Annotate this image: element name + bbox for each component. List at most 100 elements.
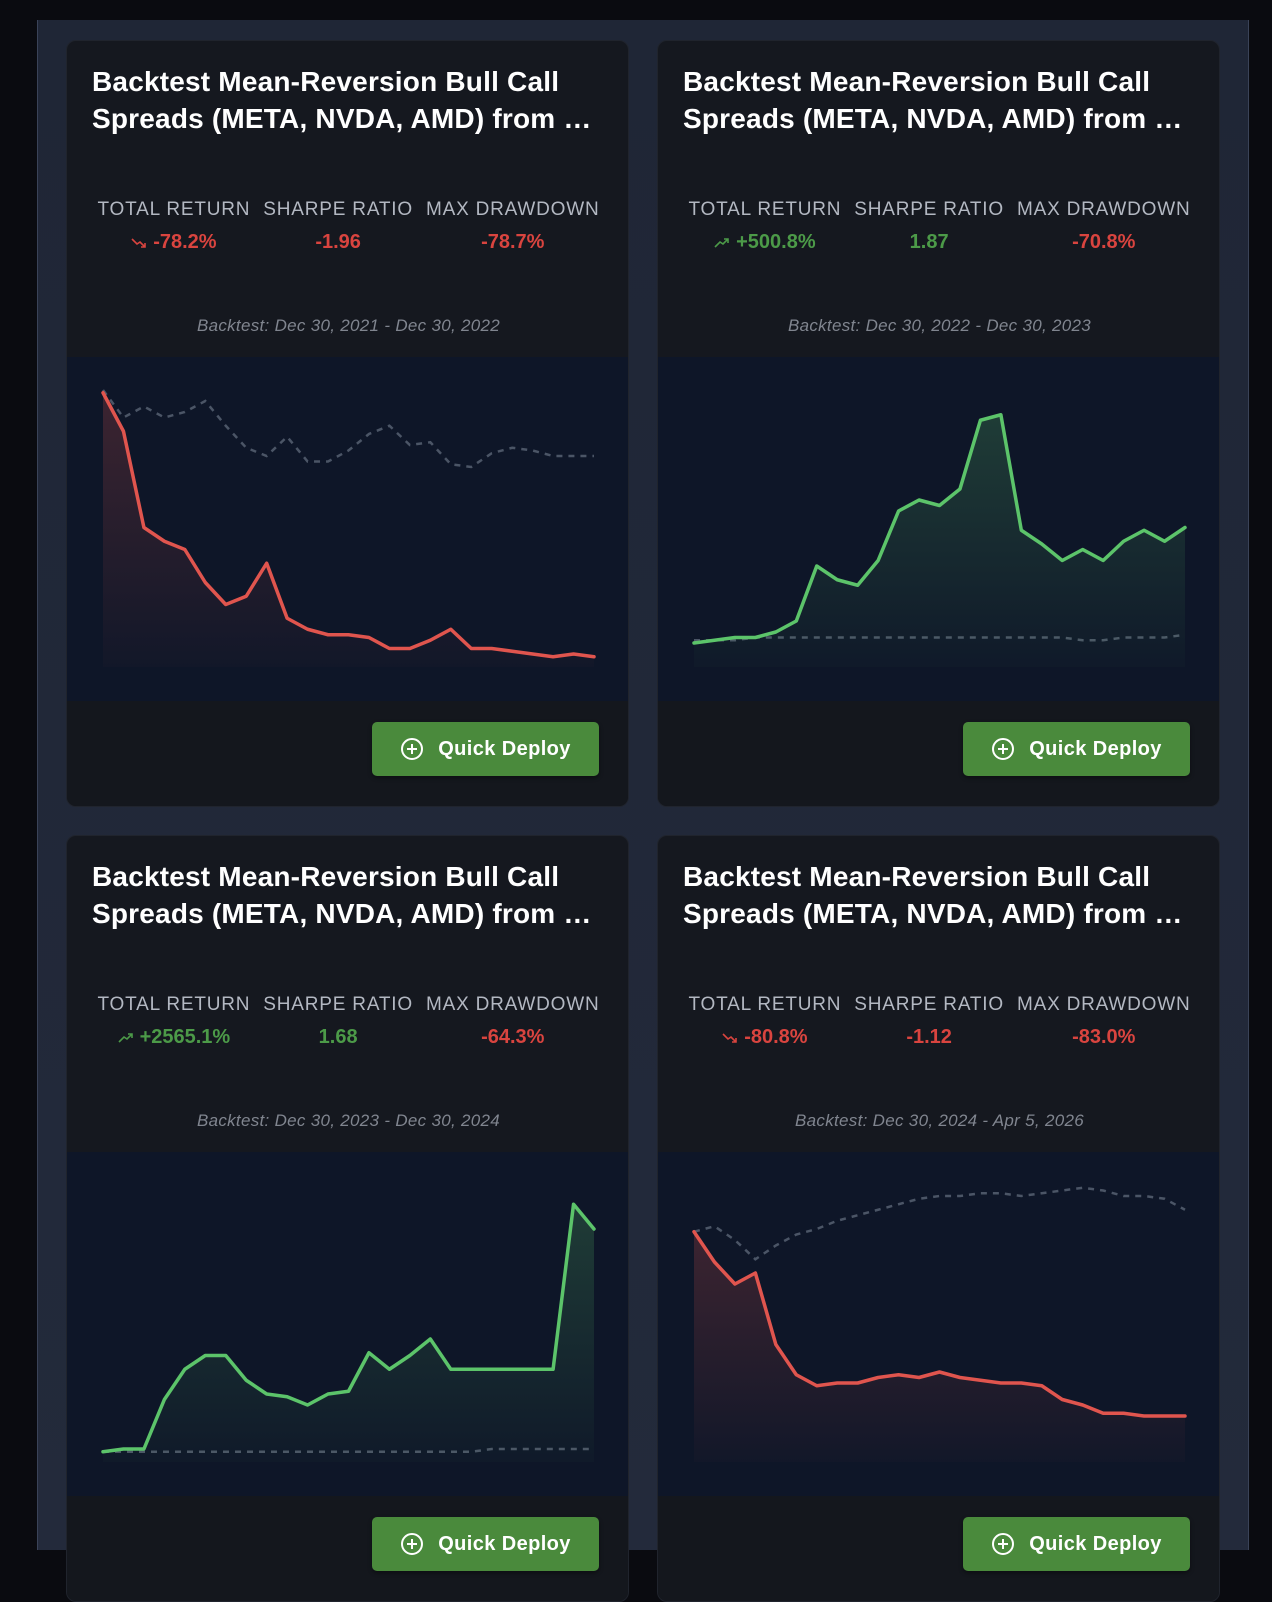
metric-value: -1.12	[854, 1025, 1004, 1049]
metric-value-text: 1.87	[909, 231, 949, 253]
plus-icon	[401, 1533, 424, 1555]
card-title: Backtest Mean-Reversion Bull Call Spread…	[92, 66, 592, 134]
button-label: Quick Deploy	[438, 737, 571, 760]
backtest-range: Backtest: Dec 30, 2024 - Apr 5, 2026	[795, 1111, 1084, 1130]
metric: MAX DRAWDOWN -78.7%	[426, 199, 600, 254]
chart-area	[658, 1152, 1219, 1496]
plus-sign	[998, 1539, 1009, 1549]
strategy-area	[694, 1231, 1185, 1462]
card-footer: Quick Deploy	[67, 1496, 628, 1601]
chart	[101, 389, 596, 667]
metric-value-text: -1.96	[315, 231, 361, 253]
plus-sign	[998, 744, 1009, 754]
metric: TOTAL RETURN -80.8%	[688, 994, 841, 1049]
chart	[692, 413, 1187, 667]
metric: TOTAL RETURN +2565.1%	[97, 994, 250, 1049]
chart-area	[67, 357, 628, 701]
metrics-row: TOTAL RETURN +2565.1% SHARPE RATIO 1.68 MAX …	[67, 994, 628, 1049]
page-frame: Backtest Mean-Reversion Bull Call Spread…	[37, 20, 1249, 1602]
card-footer: Quick Deploy	[658, 701, 1219, 806]
button-label: Quick Deploy	[1029, 1532, 1162, 1555]
metric-value: -1.96	[263, 230, 413, 254]
strategy-area	[103, 1204, 594, 1462]
metric-label: MAX DRAWDOWN	[1016, 199, 1191, 220]
backtest-card: Backtest Mean-Reversion Bull Call Spread…	[657, 40, 1220, 807]
strategy-area	[694, 414, 1185, 667]
metric-label: SHARPE RATIO	[263, 199, 413, 220]
metric: MAX DRAWDOWN -64.3%	[426, 994, 600, 1049]
quick-deploy-button[interactable]: Quick Deploy	[372, 1517, 599, 1571]
metrics-row: TOTAL RETURN -80.8% SHARPE RATIO -1.12 MAX D…	[658, 994, 1219, 1049]
metric-label: SHARPE RATIO	[263, 994, 413, 1015]
card-footer: Quick Deploy	[67, 701, 628, 806]
trend-arrow	[722, 1033, 737, 1043]
strategy-line	[101, 391, 596, 659]
metric-value-text: -78.7%	[481, 231, 545, 253]
metric: MAX DRAWDOWN -83.0%	[1017, 994, 1191, 1049]
card-title: Backtest Mean-Reversion Bull Call Spread…	[683, 861, 1183, 929]
metric-label: MAX DRAWDOWN	[425, 199, 600, 220]
metric-value: -80.8%	[688, 1025, 841, 1049]
plus-circle	[992, 738, 1015, 760]
metric-value-text: -80.8%	[744, 1026, 808, 1048]
card-footer: Quick Deploy	[658, 1496, 1219, 1601]
metric-value-text: 1.68	[318, 1026, 358, 1048]
metric-label: SHARPE RATIO	[854, 199, 1004, 220]
metric: SHARPE RATIO 1.87	[854, 199, 1004, 254]
metric-value-text: -70.8%	[1072, 231, 1136, 253]
plus-icon	[401, 738, 424, 760]
button-label: Quick Deploy	[1029, 737, 1162, 760]
metric: TOTAL RETURN +500.8%	[688, 199, 841, 254]
backtest-range: Backtest: Dec 30, 2022 - Dec 30, 2023	[787, 316, 1092, 335]
button-label: Quick Deploy	[438, 1532, 571, 1555]
benchmark-line	[101, 389, 594, 469]
metric-value: -78.2%	[97, 230, 250, 254]
metric-value-text: -83.0%	[1072, 1026, 1136, 1048]
metric-value: -64.3%	[426, 1025, 600, 1049]
metric: SHARPE RATIO -1.12	[854, 994, 1004, 1049]
plus-icon	[992, 1533, 1015, 1555]
backtest-card: Backtest Mean-Reversion Bull Call Spread…	[657, 835, 1220, 1602]
card-title: Backtest Mean-Reversion Bull Call Spread…	[92, 861, 592, 929]
trend-icon	[117, 1032, 133, 1043]
backtest-range: Backtest: Dec 30, 2021 - Dec 30, 2022	[196, 316, 501, 335]
chart	[692, 1186, 1187, 1462]
quick-deploy-button[interactable]: Quick Deploy	[372, 722, 599, 776]
metric-value-text: +2565.1%	[139, 1026, 231, 1048]
metric-label: TOTAL RETURN	[97, 994, 251, 1015]
metric-label: TOTAL RETURN	[688, 994, 842, 1015]
plus-sign	[407, 1539, 418, 1549]
metrics-row: TOTAL RETURN -78.2% SHARPE RATIO -1.96 MAX D…	[67, 199, 628, 254]
metric-value-text: +500.8%	[736, 231, 816, 253]
metric-value: -83.0%	[1017, 1025, 1191, 1049]
quick-deploy-button[interactable]: Quick Deploy	[963, 722, 1190, 776]
benchmark-line	[693, 1186, 1186, 1261]
metric-value: -78.7%	[426, 230, 600, 254]
metric-value-text: -64.3%	[481, 1026, 545, 1048]
quick-deploy-button[interactable]: Quick Deploy	[963, 1517, 1190, 1571]
metric-value-text: -1.12	[906, 1026, 952, 1048]
backtest-card: Backtest Mean-Reversion Bull Call Spread…	[66, 835, 629, 1602]
metrics-row: TOTAL RETURN +500.8% SHARPE RATIO 1.87 MAX D…	[658, 199, 1219, 254]
trend-arrow	[131, 238, 146, 248]
metric: SHARPE RATIO 1.68	[263, 994, 413, 1049]
card-title: Backtest Mean-Reversion Bull Call Spread…	[683, 66, 1183, 134]
backtest-card: Backtest Mean-Reversion Bull Call Spread…	[66, 40, 629, 807]
metric-value: +500.8%	[688, 230, 841, 254]
metric-label: MAX DRAWDOWN	[1016, 994, 1191, 1015]
strategy-area	[103, 392, 594, 667]
strategy-line	[692, 1230, 1187, 1418]
plus-circle	[401, 738, 424, 760]
metric-label: MAX DRAWDOWN	[425, 994, 600, 1015]
metric-value: +2565.1%	[97, 1025, 250, 1049]
metric-value: -70.8%	[1017, 230, 1191, 254]
plus-icon	[992, 738, 1015, 760]
metric-value: 1.87	[854, 230, 1004, 254]
chart	[101, 1202, 596, 1462]
metric-label: TOTAL RETURN	[97, 199, 251, 220]
metric-label: TOTAL RETURN	[688, 199, 842, 220]
plus-sign	[407, 744, 418, 754]
trend-arrow	[714, 237, 729, 248]
metric: SHARPE RATIO -1.96	[263, 199, 413, 254]
trend-arrow	[117, 1032, 133, 1043]
